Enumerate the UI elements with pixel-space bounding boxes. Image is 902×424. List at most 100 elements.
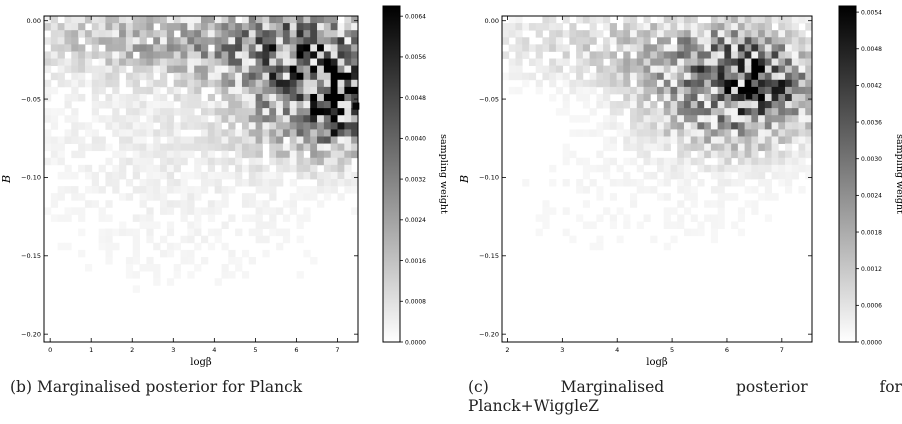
heatmap-cell xyxy=(44,86,52,95)
heatmap-cell xyxy=(616,235,624,244)
heatmap-cell xyxy=(71,30,79,38)
heatmap-cell xyxy=(697,65,705,74)
heatmap-cell xyxy=(201,16,209,24)
heatmap-cell xyxy=(609,37,617,45)
heatmap-cell xyxy=(98,207,106,215)
heatmap-cell xyxy=(609,143,617,152)
heatmap-cell xyxy=(262,51,270,59)
heatmap-cell xyxy=(351,143,359,152)
heatmap-cell xyxy=(549,16,557,24)
heatmap-cell xyxy=(758,16,766,24)
heatmap-cell xyxy=(303,16,311,24)
heatmap-cell xyxy=(105,101,113,109)
heatmap-cell xyxy=(201,108,209,116)
heatmap-cell xyxy=(228,72,236,81)
heatmap-cell xyxy=(255,58,263,67)
heatmap-cell xyxy=(71,150,79,159)
heatmap-cell xyxy=(690,44,698,52)
heatmap-cell xyxy=(670,164,678,173)
heatmap-cell xyxy=(57,242,65,251)
heatmap-cell xyxy=(717,143,725,152)
heatmap-cell xyxy=(112,115,120,123)
heatmap-cell xyxy=(132,93,140,102)
heatmap-cell xyxy=(289,164,297,173)
heatmap-cell xyxy=(323,179,332,187)
heatmap-cell xyxy=(303,58,311,67)
heatmap-cell xyxy=(330,79,338,88)
heatmap-cell xyxy=(201,157,209,166)
heatmap-cell xyxy=(139,179,147,187)
heatmap-cell xyxy=(663,221,671,230)
heatmap-cell xyxy=(569,37,577,45)
heatmap-cell xyxy=(98,214,106,222)
heatmap-cell xyxy=(310,101,318,109)
heatmap-cell xyxy=(515,51,523,59)
heatmap-cell xyxy=(153,193,161,201)
heatmap-cell xyxy=(609,115,617,123)
heatmap-cell xyxy=(112,101,120,109)
heatmap-cell xyxy=(91,72,100,81)
heatmap-cell xyxy=(282,79,291,88)
heatmap-cell xyxy=(636,115,644,123)
heatmap-cell xyxy=(269,157,277,166)
heatmap-cell xyxy=(153,150,161,159)
heatmap-cell xyxy=(663,30,671,38)
heatmap-cell xyxy=(323,143,332,152)
heatmap-cell xyxy=(744,186,752,194)
heatmap-cell xyxy=(166,37,175,45)
heatmap-cell xyxy=(241,37,250,45)
heatmap-cell xyxy=(623,44,631,52)
heatmap-cell xyxy=(173,122,181,130)
heatmap-cell xyxy=(214,200,222,208)
heatmap-cell xyxy=(132,16,140,24)
heatmap-cell xyxy=(160,108,168,116)
heatmap-cell xyxy=(710,129,719,137)
heatmap-cell xyxy=(596,214,604,222)
heatmap-cell xyxy=(791,171,799,180)
heatmap-cell xyxy=(255,136,263,144)
heatmap-cell xyxy=(650,108,658,116)
x-axis-label: logβ xyxy=(646,357,668,368)
heatmap-cell xyxy=(562,207,570,215)
heatmap-cell xyxy=(771,108,779,116)
heatmap-cell xyxy=(330,58,338,67)
heatmap-cell xyxy=(710,79,719,88)
heatmap-cell xyxy=(344,44,352,52)
heatmap-cell xyxy=(303,30,311,38)
heatmap-cell xyxy=(344,79,352,88)
heatmap-cell xyxy=(576,86,584,95)
heatmap-cell xyxy=(119,193,127,201)
heatmap-cell xyxy=(276,44,284,52)
heatmap-cell xyxy=(282,164,291,173)
heatmap-cell xyxy=(296,214,304,222)
heatmap-cell xyxy=(303,207,311,215)
heatmap-cell xyxy=(670,122,678,130)
heatmap-cell xyxy=(758,171,766,180)
heatmap-cell xyxy=(690,193,698,201)
heatmap-cell xyxy=(717,221,725,230)
heatmap-cell xyxy=(235,58,243,67)
heatmap-cell xyxy=(194,86,202,95)
heatmap-cell xyxy=(282,108,291,116)
heatmap-cell xyxy=(630,72,638,81)
heatmap-cell xyxy=(764,16,772,24)
heatmap-cell xyxy=(221,44,229,52)
heatmap-cell xyxy=(221,16,229,24)
heatmap-cell xyxy=(194,193,202,201)
heatmap-cell xyxy=(160,235,168,244)
heatmap-cell xyxy=(296,58,304,67)
heatmap-cell xyxy=(549,44,557,52)
heatmap-cell xyxy=(805,37,813,45)
heatmap-cell xyxy=(296,79,304,88)
heatmap-cell xyxy=(248,72,257,81)
heatmap-cell xyxy=(207,164,216,173)
heatmap-cell xyxy=(44,108,52,116)
heatmap-cell xyxy=(330,30,338,38)
heatmap-cell xyxy=(255,44,263,52)
heatmap-cell xyxy=(50,193,59,201)
heatmap-cell xyxy=(262,93,270,102)
heatmap-cell xyxy=(764,79,772,88)
heatmap-cell xyxy=(330,23,338,31)
heatmap-cell xyxy=(778,101,786,109)
heatmap-cell xyxy=(139,58,147,67)
